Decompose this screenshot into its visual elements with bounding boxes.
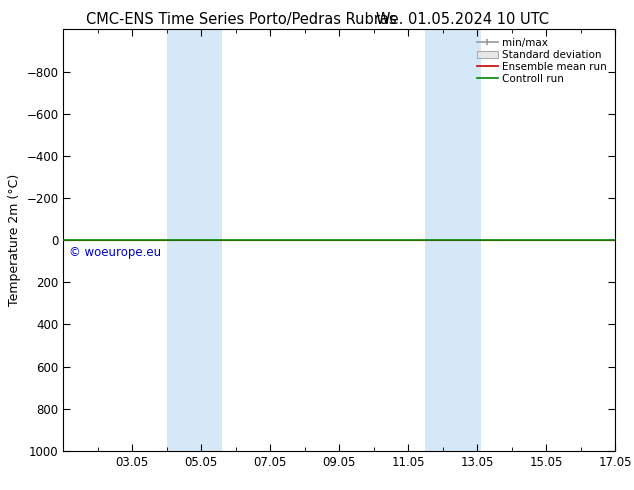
Text: © woeurope.eu: © woeurope.eu (69, 246, 161, 259)
Text: We. 01.05.2024 10 UTC: We. 01.05.2024 10 UTC (377, 12, 549, 27)
Bar (167, 29, 222, 451)
Y-axis label: Temperature 2m (°C): Temperature 2m (°C) (8, 174, 21, 306)
Legend: min/max, Standard deviation, Ensemble mean run, Controll run: min/max, Standard deviation, Ensemble me… (474, 35, 610, 87)
Bar (425, 29, 481, 451)
Text: CMC-ENS Time Series Porto/Pedras Rubras: CMC-ENS Time Series Porto/Pedras Rubras (86, 12, 396, 27)
